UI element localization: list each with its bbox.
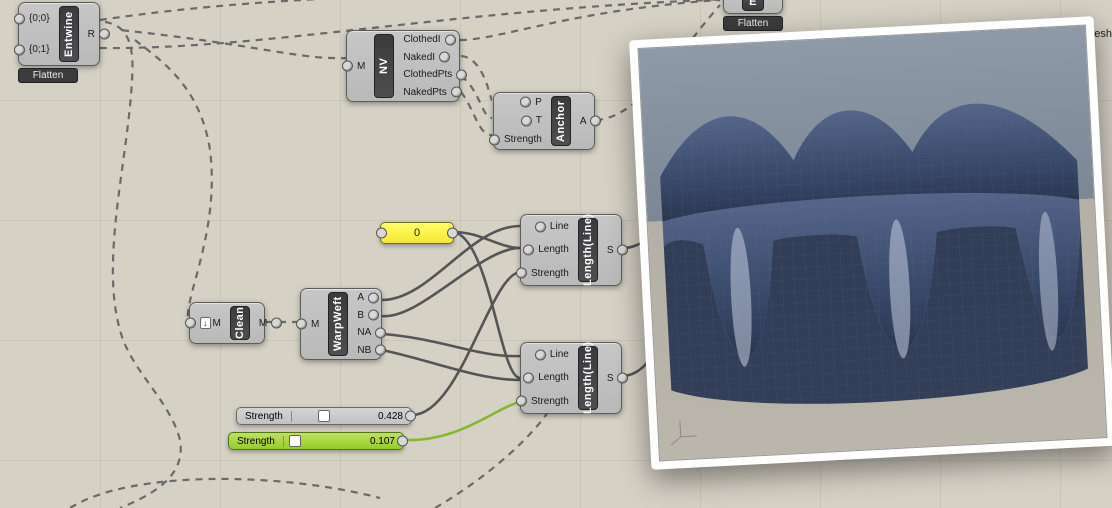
length-top-label: Length(Line) bbox=[578, 218, 598, 282]
entwine-in-01[interactable]: {0;1} bbox=[19, 42, 56, 57]
warpweft-out-na[interactable]: NA bbox=[351, 325, 381, 340]
warpweft-in-m[interactable]: M bbox=[301, 317, 325, 332]
slider2-value: 0.107 bbox=[362, 436, 403, 447]
entwine-in-00[interactable]: {0;0} bbox=[19, 11, 56, 26]
nv-out-nakedi[interactable]: NakedI bbox=[397, 50, 445, 65]
slider2-track[interactable] bbox=[284, 433, 362, 449]
slider-strength-2[interactable]: Strength 0.107 bbox=[228, 432, 404, 450]
flatten-right-cap: E bbox=[742, 0, 764, 11]
nv-out-nakedpts[interactable]: NakedPts bbox=[397, 85, 456, 100]
viewport[interactable] bbox=[637, 25, 1107, 462]
length-bot-in-strength[interactable]: Strength bbox=[521, 394, 575, 409]
canvas[interactable]: {0;0} {0;1} Entwine R Flatten E Flatten … bbox=[0, 0, 1112, 508]
nv-in-m[interactable]: M bbox=[347, 59, 371, 74]
flatten-right-component[interactable]: E bbox=[723, 0, 783, 14]
length-top-in-strength[interactable]: Strength bbox=[521, 266, 575, 281]
warpweft-out-nb[interactable]: NB bbox=[351, 343, 381, 358]
slider1-label: Strength bbox=[237, 411, 292, 422]
warpweft-component[interactable]: M WarpWeft A B NA NB bbox=[300, 288, 382, 360]
length-top-out-s[interactable]: S bbox=[601, 243, 624, 258]
anchor-in-strength[interactable]: Strength bbox=[494, 132, 548, 147]
warpweft-label: WarpWeft bbox=[328, 292, 348, 356]
length-bot-in-length[interactable]: Length bbox=[528, 370, 575, 385]
slider1-value: 0.428 bbox=[370, 411, 411, 422]
slider2-knob[interactable] bbox=[289, 435, 301, 447]
panel-zero-value: 0 bbox=[414, 227, 420, 239]
entwine-out-r[interactable]: R bbox=[82, 27, 105, 42]
slider2-label: Strength bbox=[229, 436, 284, 447]
slider1-knob[interactable] bbox=[318, 410, 330, 422]
anchor-component[interactable]: P T Strength Anchor A bbox=[493, 92, 595, 150]
anchor-in-t[interactable]: T bbox=[526, 113, 548, 128]
anchor-label: Anchor bbox=[551, 96, 571, 146]
flatten-right-label: Flatten bbox=[723, 16, 783, 31]
entwine-component[interactable]: {0;0} {0;1} Entwine R bbox=[18, 2, 100, 66]
length-bot-label: Length(Line) bbox=[578, 346, 598, 410]
mesh-render bbox=[639, 26, 1107, 456]
length-line-bottom[interactable]: Line Length Strength Length(Line) S bbox=[520, 342, 622, 414]
slider1-track[interactable] bbox=[292, 408, 370, 424]
anchor-in-p[interactable]: P bbox=[525, 95, 548, 110]
nv-component[interactable]: M NV ClothedI NakedI ClothedPts NakedPts bbox=[346, 30, 460, 102]
anchor-out-a[interactable]: A bbox=[574, 114, 597, 129]
nv-label: NV bbox=[374, 34, 394, 98]
length-line-top[interactable]: Line Length Strength Length(Line) S bbox=[520, 214, 622, 286]
length-top-in-length[interactable]: Length bbox=[528, 242, 575, 257]
length-top-in-line[interactable]: Line bbox=[540, 219, 575, 234]
clean-component[interactable]: ↓M Clean M bbox=[189, 302, 265, 344]
slider-strength-1[interactable]: Strength 0.428 bbox=[236, 407, 412, 425]
panel-zero[interactable]: 0 bbox=[380, 222, 454, 244]
clean-out-m[interactable]: M bbox=[253, 316, 277, 331]
nv-out-clothedi[interactable]: ClothedI bbox=[397, 32, 450, 47]
clean-in-m[interactable]: ↓M bbox=[190, 316, 227, 331]
viewport-preview[interactable] bbox=[629, 16, 1112, 470]
entwine-label: Entwine bbox=[59, 6, 79, 62]
clean-label: Clean bbox=[230, 306, 250, 340]
length-bot-out-s[interactable]: S bbox=[601, 371, 624, 386]
warpweft-out-a[interactable]: A bbox=[351, 290, 374, 305]
length-bot-in-line[interactable]: Line bbox=[540, 347, 575, 362]
nv-out-clothedpts[interactable]: ClothedPts bbox=[397, 67, 462, 82]
warpweft-out-b[interactable]: B bbox=[351, 308, 374, 323]
entwine-flatten-label: Flatten bbox=[18, 68, 78, 83]
